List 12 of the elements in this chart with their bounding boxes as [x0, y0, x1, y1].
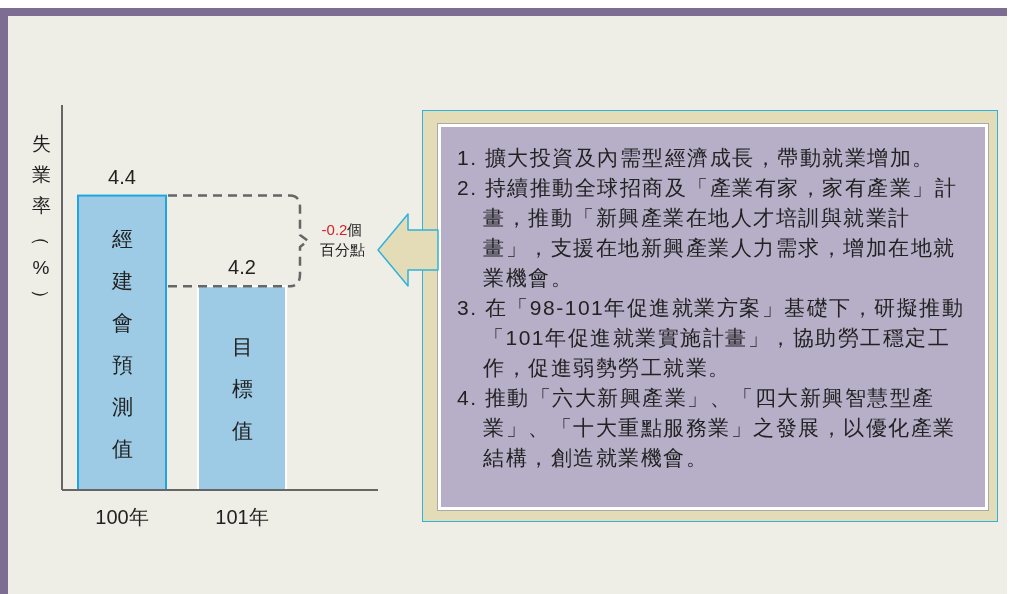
text: 2. 持續推動全球招商及「產業有家，家有產業」計畫，推動「新興產業在地人才培訓與就業計畫」，支援在地新興產業人力需求，增加在地就業機會。	[457, 175, 959, 291]
annotation: 經建會預測值	[110, 226, 133, 460]
x-tick-label: 101年	[215, 506, 269, 528]
annotation: 目標值	[231, 335, 253, 443]
text: 4. 推動「六大新興產業」、「四大新興智慧型產業」、「十大重點服務業」之發展，以優化產業結構，創造就業機會。	[457, 385, 957, 471]
data-label: 4.4	[108, 165, 136, 188]
text: 1. 擴大投資及內需型經濟成長，帶動就業增加。	[457, 145, 936, 171]
x-tick-label: 100年	[95, 506, 149, 528]
data-label: 4.2	[228, 256, 256, 279]
y-axis-title: 失業率（%）	[29, 132, 53, 310]
annotation: -0.2個百分點	[319, 220, 365, 258]
text: 3. 在「98-101年促進就業方案」基礎下，研擬推動「101年促進就業實施計畫」，協助勞工穩定工作，促進弱勢勞工就業。	[457, 295, 966, 381]
